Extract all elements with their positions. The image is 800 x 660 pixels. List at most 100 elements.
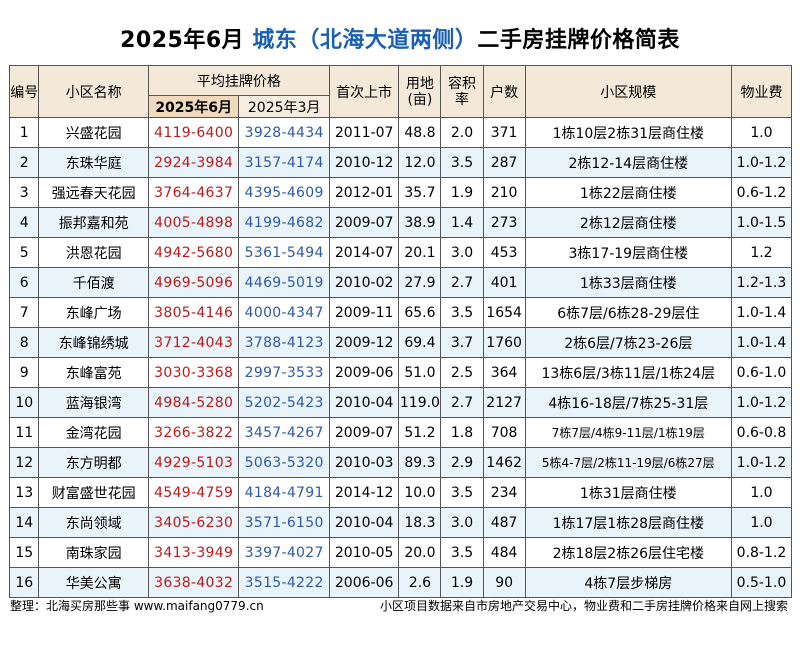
header-jun: 2025年6月 bbox=[147, 95, 240, 118]
cell-price-jun: 4969-5096 bbox=[147, 267, 240, 298]
cell-listed: 2011-07 bbox=[328, 117, 400, 148]
cell-scale: 2栋12层商住楼 bbox=[524, 207, 732, 238]
cell-units: 371 bbox=[482, 117, 526, 148]
cell-listed: 2010-12 bbox=[328, 147, 400, 178]
cell-no: 14 bbox=[8, 507, 40, 538]
cell-name: 南珠家园 bbox=[38, 537, 149, 568]
header-avg-price: 平均挂牌价格 bbox=[147, 65, 330, 96]
cell-no: 15 bbox=[8, 537, 40, 568]
table-row: 6 千佰渡 4969-5096 4469-5019 2010-02 27.9 2.7 401 1… bbox=[8, 267, 793, 298]
cell-far: 3.5 bbox=[440, 477, 484, 508]
cell-fee: 1.0 bbox=[730, 117, 793, 148]
cell-units: 234 bbox=[482, 477, 526, 508]
table-row: 4 振邦嘉和苑 4005-4898 4199-4682 2009-07 38.9 1.4 27… bbox=[8, 207, 793, 238]
cell-no: 6 bbox=[8, 267, 40, 298]
cell-listed: 2009-12 bbox=[328, 327, 400, 358]
cell-units: 1760 bbox=[482, 327, 526, 358]
cell-listed: 2014-12 bbox=[328, 477, 400, 508]
cell-fee: 1.0-1.4 bbox=[730, 327, 793, 358]
cell-no: 2 bbox=[8, 147, 40, 178]
cell-price-mar: 3157-4174 bbox=[238, 147, 330, 178]
cell-price-jun: 4929-5103 bbox=[147, 447, 240, 478]
cell-units: 401 bbox=[482, 267, 526, 298]
header-name: 小区名称 bbox=[38, 65, 149, 118]
cell-far: 3.5 bbox=[440, 537, 484, 568]
cell-far: 2.9 bbox=[440, 447, 484, 478]
cell-listed: 2009-06 bbox=[328, 357, 400, 388]
table-row: 8 东峰锦绣城 3712-4043 3788-4123 2009-12 69.4 3.7 17… bbox=[8, 327, 793, 358]
cell-listed: 2010-04 bbox=[328, 387, 400, 418]
cell-name: 东峰锦绣城 bbox=[38, 327, 149, 358]
header-no: 编号 bbox=[8, 65, 40, 118]
cell-scale: 1栋17层1栋28层商住楼 bbox=[524, 507, 732, 538]
cell-scale: 1栋10层2栋31层商住楼 bbox=[524, 117, 732, 148]
table-row: 12 东方明都 4929-5103 5063-5320 2010-03 89.3 2.9 14… bbox=[8, 447, 793, 478]
cell-price-jun: 4942-5680 bbox=[147, 237, 240, 268]
header-fee: 物业费 bbox=[730, 65, 793, 118]
cell-far: 1.9 bbox=[440, 567, 484, 598]
cell-name: 华美公寓 bbox=[38, 567, 149, 598]
cell-price-jun: 3030-3368 bbox=[147, 357, 240, 388]
cell-no: 1 bbox=[8, 117, 40, 148]
cell-listed: 2009-11 bbox=[328, 297, 400, 328]
cell-land: 51.0 bbox=[398, 357, 442, 388]
cell-units: 708 bbox=[482, 417, 526, 448]
cell-price-mar: 5361-5494 bbox=[238, 237, 330, 268]
cell-units: 2127 bbox=[482, 387, 526, 418]
cell-listed: 2010-03 bbox=[328, 447, 400, 478]
title-date: 2025年6月 bbox=[120, 28, 245, 53]
cell-land: 18.3 bbox=[398, 507, 442, 538]
cell-scale: 7栋7层/4栋9-11层/1栋19层 bbox=[524, 417, 732, 448]
table-body: 1 兴盛花园 4119-6400 3928-4434 2011-07 48.8 2.0 371… bbox=[8, 117, 793, 598]
cell-scale: 1栋31层商住楼 bbox=[524, 477, 732, 508]
cell-far: 3.5 bbox=[440, 297, 484, 328]
header-listed: 首次上市 bbox=[328, 65, 400, 118]
footer-source-note: 小区项目数据来自市房地产交易中心，物业费和二手房挂牌价格来自网上搜索 bbox=[379, 599, 788, 613]
cell-land: 35.7 bbox=[398, 177, 442, 208]
header-mar: 2025年3月 bbox=[238, 95, 330, 118]
header-units: 户数 bbox=[482, 65, 526, 118]
cell-listed: 2010-02 bbox=[328, 267, 400, 298]
cell-land: 12.0 bbox=[398, 147, 442, 178]
cell-no: 4 bbox=[8, 207, 40, 238]
cell-name: 东方明都 bbox=[38, 447, 149, 478]
cell-name: 东峰富苑 bbox=[38, 357, 149, 388]
cell-land: 10.0 bbox=[398, 477, 442, 508]
cell-scale: 4栋16-18层/7栋25-31层 bbox=[524, 387, 732, 418]
cell-scale: 1栋22层商住楼 bbox=[524, 177, 732, 208]
header-land: 用地 (亩) bbox=[398, 65, 442, 118]
cell-name: 洪恩花园 bbox=[38, 237, 149, 268]
cell-listed: 2006-06 bbox=[328, 567, 400, 598]
cell-scale: 3栋17-19层商住楼 bbox=[524, 237, 732, 268]
cell-units: 364 bbox=[482, 357, 526, 388]
cell-far: 3.0 bbox=[440, 507, 484, 538]
cell-listed: 2010-05 bbox=[328, 537, 400, 568]
table-row: 14 东尚领域 3405-6230 3571-6150 2010-04 18.3 3.0 48… bbox=[8, 507, 793, 538]
cell-land: 89.3 bbox=[398, 447, 442, 478]
cell-price-jun: 3764-4637 bbox=[147, 177, 240, 208]
table-row: 7 东峰广场 3805-4146 4000-4347 2009-11 65.6 3.5 165… bbox=[8, 297, 793, 328]
cell-fee: 0.8-1.2 bbox=[730, 537, 793, 568]
header-scale: 小区规模 bbox=[524, 65, 732, 118]
cell-price-mar: 5202-5423 bbox=[238, 387, 330, 418]
cell-listed: 2012-01 bbox=[328, 177, 400, 208]
cell-no: 3 bbox=[8, 177, 40, 208]
cell-listed: 2009-07 bbox=[328, 207, 400, 238]
cell-price-mar: 3457-4267 bbox=[238, 417, 330, 448]
cell-price-jun: 4984-5280 bbox=[147, 387, 240, 418]
cell-price-jun: 4549-4759 bbox=[147, 477, 240, 508]
cell-land: 119.0 bbox=[398, 387, 442, 418]
cell-far: 2.7 bbox=[440, 387, 484, 418]
cell-fee: 1.0-1.2 bbox=[730, 447, 793, 478]
cell-no: 11 bbox=[8, 417, 40, 448]
cell-no: 9 bbox=[8, 357, 40, 388]
cell-fee: 1.2-1.3 bbox=[730, 267, 793, 298]
cell-price-mar: 2997-3533 bbox=[238, 357, 330, 388]
cell-fee: 0.6-1.2 bbox=[730, 177, 793, 208]
cell-units: 90 bbox=[482, 567, 526, 598]
cell-price-mar: 4469-5019 bbox=[238, 267, 330, 298]
cell-no: 10 bbox=[8, 387, 40, 418]
cell-no: 5 bbox=[8, 237, 40, 268]
cell-fee: 1.0-1.4 bbox=[730, 297, 793, 328]
cell-far: 2.5 bbox=[440, 357, 484, 388]
